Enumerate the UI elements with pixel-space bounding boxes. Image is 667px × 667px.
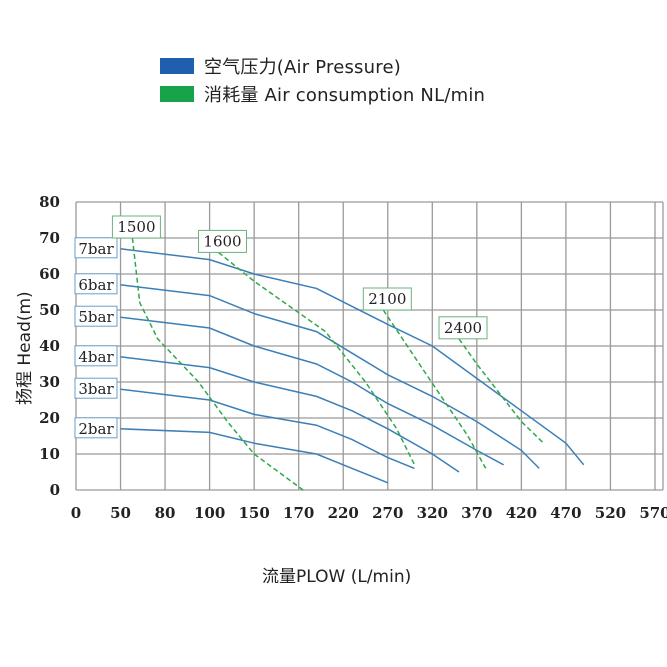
chart-labels: 7bar 6bar 5bar 4bar 3bar 2bar 1500 1600 2100 2400 (74, 215, 488, 439)
pressure-label: 4bar (78, 348, 114, 366)
pressure-curve-2bar (120, 428, 389, 484)
legend-swatch-blue (160, 58, 194, 74)
x-tick-label: 270 (372, 504, 403, 522)
legend-item-air-pressure: 空气压力(Air Pressure) (160, 52, 485, 80)
pressure-label-box (74, 237, 118, 259)
x-tick-label: 570 (639, 504, 667, 522)
pressure-label-box (74, 273, 118, 295)
legend-label-air-consumption: 消耗量 Air consumption NL/min (204, 85, 486, 106)
pressure-label-box (74, 417, 118, 439)
x-tick-label: 370 (461, 504, 492, 522)
pressure-label: 2bar (78, 420, 114, 438)
x-tick-label: 420 (506, 504, 537, 522)
pressure-curve-4bar (120, 356, 460, 473)
x-tick-label: 220 (328, 504, 359, 522)
consumption-label: 1500 (117, 218, 155, 236)
consumption-label: 2100 (368, 290, 406, 308)
x-tick-label: 150 (238, 504, 269, 522)
x-tick-label: 80 (155, 504, 176, 522)
y-tick-label: 70 (39, 229, 60, 247)
y-tick-label: 60 (39, 265, 60, 283)
consumption-label-box (111, 215, 161, 239)
pressure-curve-6bar (120, 284, 540, 469)
y-tick-label: 80 (39, 193, 60, 211)
consumption-curve-2100 (382, 309, 487, 469)
legend: 空气压力(Air Pressure) 消耗量 Air consumption N… (160, 52, 485, 108)
y-tick-label: 50 (39, 301, 60, 319)
pressure-label: 7bar (78, 240, 114, 258)
pressure-label-box (74, 345, 118, 367)
consumption-label: 1600 (203, 232, 241, 250)
x-tick-label: 50 (110, 504, 131, 522)
chart-ticks: 0 50 80 100 150 170 220 270 320 370 420 470 520 570 0 1… (39, 193, 667, 522)
consumption-label-box (362, 287, 412, 311)
pressure-label: 5bar (78, 308, 114, 326)
y-axis-title: 扬程 Head(m) (15, 291, 35, 405)
y-tick-label: 0 (50, 481, 60, 499)
y-tick-label: 30 (39, 373, 60, 391)
x-tick-label: 320 (417, 504, 448, 522)
consumption-curve-1500 (131, 237, 304, 491)
legend-item-air-consumption: 消耗量 Air consumption NL/min (160, 80, 485, 108)
pressure-label-box (74, 305, 118, 327)
x-axis-title: 流量PLOW (L/min) (262, 567, 411, 587)
x-tick-label: 520 (595, 504, 626, 522)
x-tick-label: 0 (71, 504, 81, 522)
x-tick-label: 470 (550, 504, 581, 522)
pressure-curve-5bar (120, 316, 504, 466)
y-tick-label: 20 (39, 409, 60, 427)
y-tick-label: 10 (39, 445, 60, 463)
pressure-curve-7bar (120, 248, 585, 466)
consumption-label-box (438, 316, 488, 340)
chart-curves (120, 237, 585, 491)
legend-label-air-pressure: 空气压力(Air Pressure) (204, 57, 401, 78)
consumption-curve-1600 (218, 251, 416, 466)
consumption-label-box (198, 229, 248, 253)
y-tick-label: 40 (39, 337, 60, 355)
x-tick-label: 100 (194, 504, 225, 522)
legend-swatch-green (160, 86, 194, 102)
pressure-label: 6bar (78, 276, 114, 294)
pressure-label: 3bar (78, 380, 114, 398)
x-tick-label: 170 (283, 504, 314, 522)
pressure-label-box (74, 377, 118, 399)
consumption-curve-2400 (458, 338, 545, 444)
consumption-label: 2400 (444, 319, 482, 337)
pressure-curve-3bar (120, 388, 415, 470)
